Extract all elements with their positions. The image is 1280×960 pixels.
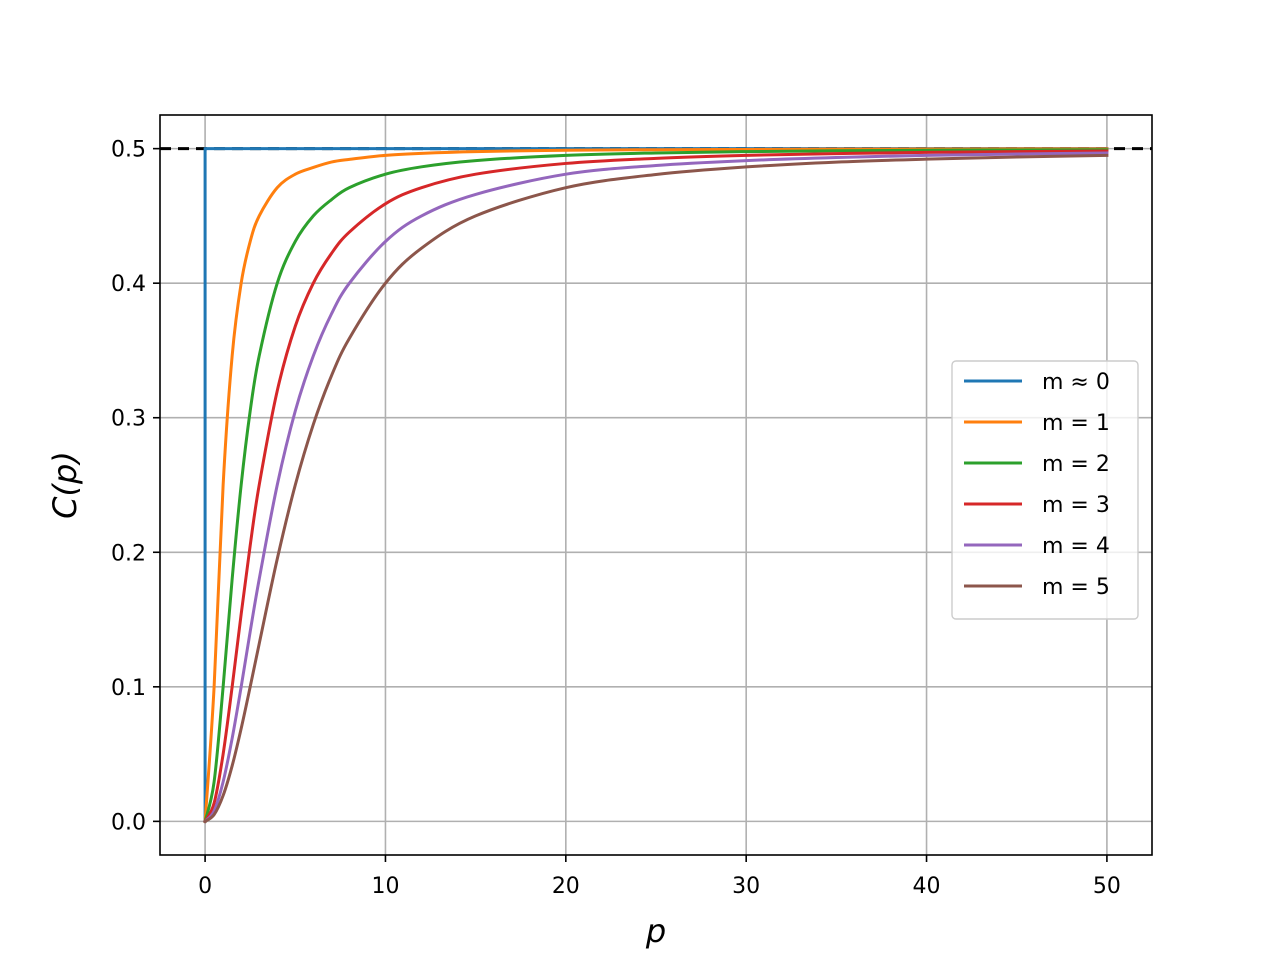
legend-label: m = 4 bbox=[1042, 534, 1110, 559]
series-line-4 bbox=[202, 151, 1109, 824]
y-axis-label: C(p) bbox=[46, 451, 84, 519]
legend-label: m = 1 bbox=[1042, 411, 1110, 436]
x-tick-label: 20 bbox=[552, 874, 580, 899]
x-tick-label: 0 bbox=[198, 874, 212, 899]
y-tick-label: 0.5 bbox=[111, 138, 146, 163]
y-tick-label: 0.3 bbox=[111, 407, 146, 432]
axes-frame bbox=[159, 114, 1153, 856]
x-tick-label: 50 bbox=[1093, 874, 1121, 899]
legend-entry: m = 3 bbox=[964, 493, 1110, 518]
legend-entry: m = 2 bbox=[964, 452, 1110, 477]
x-tick-label: 10 bbox=[371, 874, 399, 899]
x-tick-label: 40 bbox=[913, 874, 941, 899]
legend-entry: m = 4 bbox=[964, 534, 1110, 559]
legend-label: m = 5 bbox=[1042, 575, 1110, 600]
y-tick-label: 0.2 bbox=[111, 541, 146, 566]
legend-label: m ≈ 0 bbox=[1042, 370, 1110, 395]
y-tick-label: 0.4 bbox=[111, 272, 146, 297]
series-group bbox=[202, 147, 1109, 824]
series-line-3 bbox=[203, 149, 1109, 824]
legend-entry: m ≈ 0 bbox=[964, 370, 1110, 395]
series-line-2 bbox=[203, 148, 1109, 824]
legend-entry: m = 5 bbox=[964, 575, 1110, 600]
ticks: 0 10 20 30 40 50 0.0 0.1 0.2 0.3 0.4 0.5 bbox=[111, 138, 1121, 899]
y-tick-label: 0.0 bbox=[111, 810, 146, 835]
legend-entry: m = 1 bbox=[964, 411, 1110, 436]
legend-label: m = 3 bbox=[1042, 493, 1110, 518]
x-axis-label: p bbox=[645, 912, 666, 950]
legend-label: m = 2 bbox=[1042, 452, 1110, 477]
series-line-1 bbox=[203, 147, 1109, 823]
legend-box bbox=[951, 360, 1139, 620]
legend: m ≈ 0 m = 1 m = 2 m = 3 m = 4 m = 5 bbox=[951, 360, 1139, 620]
series-line-5 bbox=[202, 153, 1109, 824]
y-tick-label: 0.1 bbox=[111, 676, 146, 701]
x-tick-label: 30 bbox=[732, 874, 760, 899]
